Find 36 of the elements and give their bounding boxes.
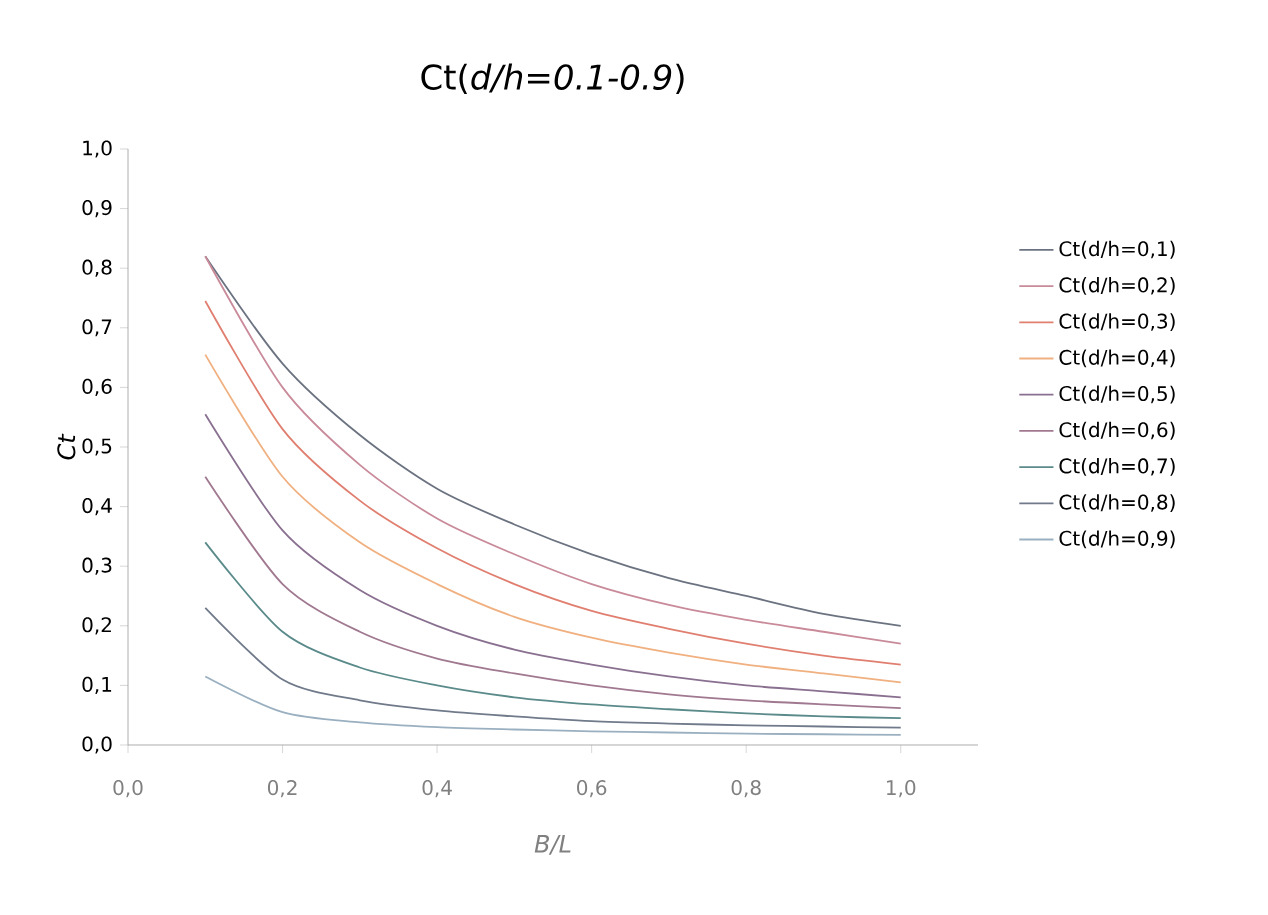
legend-label: Ct(d/h=0,9) xyxy=(1059,530,1175,549)
x-axis-title: B/L xyxy=(534,834,571,855)
y-tick-label: 0,0 xyxy=(82,736,112,754)
line-series xyxy=(204,475,902,709)
legend-label: Ct(d/h=0,5) xyxy=(1059,385,1175,404)
y-tick-label: 0,9 xyxy=(82,199,112,218)
chart-title: Ct(d/h=0.1-0.9) xyxy=(421,63,684,94)
y-tick-label: 0,5 xyxy=(82,438,112,456)
legend-label: Ct(d/h=0,7) xyxy=(1059,457,1175,476)
x-tick-label: 0,8 xyxy=(731,780,761,798)
line-series xyxy=(204,675,902,736)
legend-label: Ct(d/h=0,1) xyxy=(1059,240,1175,259)
x-tick-label: 1,0 xyxy=(887,780,916,798)
line-series xyxy=(204,607,902,729)
y-tick-label: 0,2 xyxy=(82,617,111,635)
y-axis-title: Ct xyxy=(57,433,76,460)
x-tick-label: 0,2 xyxy=(267,780,297,798)
y-tick-label: 0,8 xyxy=(82,259,112,277)
x-tick-label: 0,6 xyxy=(577,780,607,798)
line-series xyxy=(204,353,902,684)
y-tick-label: 0,4 xyxy=(82,497,112,516)
legend-label: Ct(d/h=0,3) xyxy=(1059,313,1175,332)
x-tick-label: 0,0 xyxy=(113,780,143,798)
line-series xyxy=(204,413,902,699)
y-tick-label: 1,0 xyxy=(83,140,112,158)
legend-label: Ct(d/h=0,4) xyxy=(1059,349,1175,368)
line-series xyxy=(204,541,902,720)
legend-label: Ct(d/h=0,8) xyxy=(1059,494,1175,513)
y-tick-label: 0,1 xyxy=(82,676,112,694)
legend-label: Ct(d/h=0,6) xyxy=(1059,421,1175,440)
legend-label: Ct(d/h=0,2) xyxy=(1059,277,1175,295)
y-tick-label: 0,7 xyxy=(82,319,112,337)
y-tick-label: 0,6 xyxy=(82,378,112,396)
line-series xyxy=(204,300,902,666)
y-tick-label: 0,3 xyxy=(82,557,112,575)
x-tick-label: 0,4 xyxy=(422,780,452,798)
